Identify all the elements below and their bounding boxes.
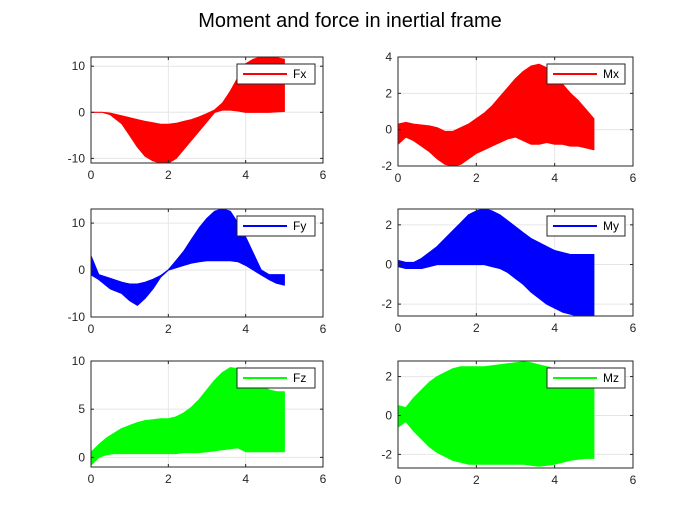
legend-label: My [603,219,619,233]
series-band-fx [91,57,285,163]
legend: Fz [236,367,316,389]
y-tick-label: 0 [78,263,85,277]
x-tick-label: 6 [320,472,327,486]
legend: Fy [236,215,316,237]
x-tick-label: 0 [395,321,402,335]
axes-box [397,56,634,167]
y-tick-label: 10 [72,216,86,230]
y-tick-label: 0 [78,105,85,119]
y-tick-label: 4 [385,50,392,64]
x-tick-label: 6 [320,322,327,336]
legend-label: Mz [603,371,619,385]
series-band-mz [398,361,595,467]
y-tick-label: 10 [72,354,86,368]
x-tick-label: 6 [630,473,637,487]
x-tick-label: 4 [242,168,249,182]
subplot-mz: 0 2 4 6-202 Mz [381,360,637,487]
x-tick-label: 2 [473,473,480,487]
y-tick-label: 0 [385,408,392,422]
series-band-fz [91,367,285,466]
x-tick-label: 2 [165,322,172,336]
x-tick-label: 6 [320,168,327,182]
x-tick-label: 6 [630,171,637,185]
y-tick-label: 5 [78,402,85,416]
y-tick-label: 0 [385,257,392,271]
x-tick-label: 0 [88,168,95,182]
x-tick-label: 0 [88,322,95,336]
series-band-mx [398,63,595,166]
figure-title: Moment and force in inertial frame [198,10,502,32]
x-tick-label: 0 [395,171,402,185]
y-tick-label: -2 [381,159,392,173]
legend-label: Fy [293,219,306,233]
y-tick-label: 0 [78,450,85,464]
x-tick-label: 2 [473,321,480,335]
y-tick-label: -10 [68,310,86,324]
x-tick-label: 4 [242,322,249,336]
x-tick-label: 4 [551,171,558,185]
y-tick-label: -2 [381,447,392,461]
legend: Mz [546,367,626,389]
axes-box [397,208,634,317]
legend: My [546,215,626,237]
y-tick-label: 2 [385,370,392,384]
series-band-my [398,209,595,316]
x-tick-label: 6 [630,321,637,335]
axes-box [90,208,324,318]
y-tick-label: 10 [72,59,86,73]
x-tick-label: 0 [395,473,402,487]
subplot-fz: 0 2 4 6 0 5 10 Fz [72,354,327,486]
x-tick-label: 4 [551,473,558,487]
series-band-fy [91,209,285,306]
axes-box [397,360,634,469]
legend-label: Fx [293,67,306,81]
legend: Fx [236,63,316,85]
x-tick-label: 2 [473,171,480,185]
x-tick-label: 2 [165,168,172,182]
y-tick-label: 2 [385,86,392,100]
x-tick-label: 2 [165,472,172,486]
legend-label: Fz [293,371,306,385]
axes-box [90,56,324,164]
y-tick-label: 2 [385,218,392,232]
axes-box [90,360,324,468]
legend-label: Mx [603,67,619,81]
y-tick-label: 0 [385,123,392,137]
x-tick-label: 0 [88,472,95,486]
legend: Mx [546,63,626,85]
y-tick-label: -10 [68,151,86,165]
subplot-my: 0 2 4 6-202 My [381,208,637,335]
x-tick-label: 4 [551,321,558,335]
y-tick-label: -2 [381,297,392,311]
x-tick-label: 4 [242,472,249,486]
